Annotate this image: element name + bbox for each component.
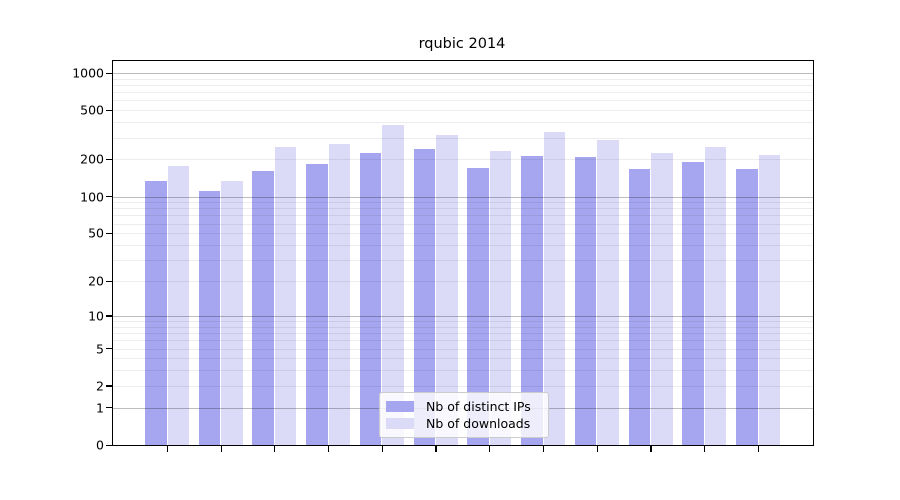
x-axis-tick	[381, 446, 383, 452]
bar-downloads	[274, 147, 297, 445]
legend-label-downloads: Nb of downloads	[426, 416, 531, 431]
bar-distinct-ips	[306, 163, 328, 445]
y-tick-label: 200	[80, 151, 104, 167]
bar-distinct-ips	[252, 170, 274, 445]
bar-distinct-ips	[682, 161, 704, 445]
bar-downloads	[758, 155, 781, 445]
bar-downloads	[597, 140, 619, 445]
y-axis-tick	[106, 158, 112, 161]
x-axis-tick	[650, 446, 652, 452]
legend-label-distinct-ips: Nb of distinct IPs	[426, 399, 531, 414]
y-tick-label: 100	[80, 189, 104, 205]
bar-distinct-ips	[574, 156, 597, 445]
bar-distinct-ips	[359, 153, 382, 445]
y-axis-tick	[106, 109, 112, 111]
y-tick-label: 0	[96, 437, 104, 453]
y-axis-tick	[106, 72, 112, 74]
bar-distinct-ips	[628, 168, 651, 445]
bar-distinct-ips	[413, 149, 436, 445]
bar-distinct-ips	[145, 180, 167, 445]
plot-area: 01251020501002005001000Jan 2014Feb 2014M…	[72, 60, 814, 453]
bar-downloads	[382, 124, 404, 445]
y-tick-label: 5	[96, 341, 104, 357]
bar-distinct-ips	[736, 168, 758, 445]
y-axis-tick	[106, 385, 112, 387]
chart-title: rqubic 2014	[418, 36, 506, 52]
bar-distinct-ips	[521, 155, 543, 445]
gridline-minor	[113, 100, 813, 102]
x-axis-tick	[166, 446, 168, 452]
y-axis-tick	[106, 444, 112, 446]
y-axis-tick	[106, 315, 112, 317]
gridline-minor	[113, 92, 813, 94]
gridline-minor	[113, 85, 813, 87]
x-axis-tick	[489, 446, 491, 452]
y-tick-label: 1000	[72, 65, 104, 81]
gridline-minor	[113, 137, 813, 139]
bar-downloads	[543, 132, 566, 445]
gridline-major	[113, 73, 813, 75]
y-axis-tick	[106, 407, 112, 409]
bar-downloads	[328, 143, 351, 445]
x-axis-tick	[274, 446, 276, 452]
y-tick-label: 10	[88, 308, 104, 324]
legend-swatch-downloads	[386, 418, 414, 429]
gridline-minor	[113, 122, 813, 124]
legend: Nb of distinct IPs Nb of downloads	[379, 392, 549, 438]
bar-distinct-ips	[198, 191, 221, 445]
y-tick-label: 2	[96, 378, 104, 394]
y-tick-label: 20	[88, 273, 104, 289]
bar-downloads	[651, 152, 673, 445]
bar-downloads	[489, 151, 512, 445]
bar-downloads	[436, 135, 458, 445]
y-axis-tick	[106, 348, 112, 350]
bar-downloads	[167, 165, 189, 445]
y-axis-tick	[106, 280, 112, 282]
y-axis-tick	[106, 196, 112, 198]
bar-downloads	[221, 181, 243, 445]
x-axis-tick	[542, 446, 545, 452]
gridline-minor	[113, 78, 813, 80]
y-tick-label: 500	[80, 102, 104, 118]
y-tick-label: 50	[88, 225, 104, 241]
bar-downloads	[704, 147, 727, 445]
bar-distinct-ips	[467, 168, 489, 445]
legend-item-distinct-ips: Nb of distinct IPs	[386, 398, 540, 415]
x-axis-tick	[220, 446, 222, 452]
x-axis-tick	[435, 446, 437, 452]
x-axis-tick	[757, 446, 760, 452]
y-tick-label: 1	[96, 400, 104, 416]
x-axis-tick	[704, 446, 706, 452]
x-axis-tick	[327, 446, 330, 452]
x-axis-tick	[596, 446, 598, 452]
y-axis-tick	[106, 232, 112, 234]
legend-item-downloads: Nb of downloads	[386, 415, 540, 432]
legend-swatch-distinct-ips	[386, 401, 414, 412]
gridline-minor	[113, 110, 813, 112]
